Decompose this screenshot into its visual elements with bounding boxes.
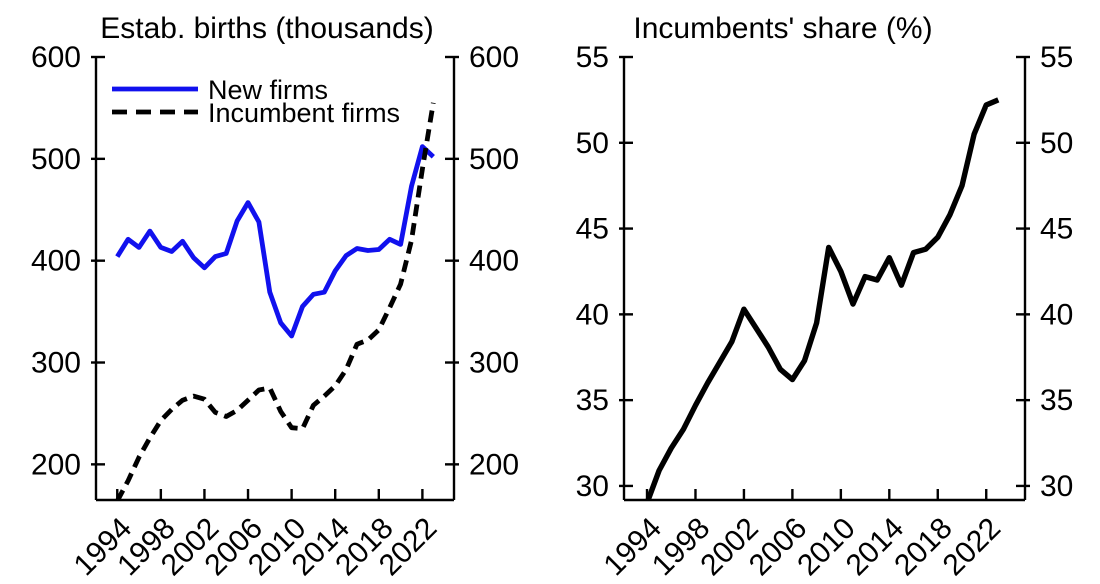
- series-line-new-firms: [115, 144, 435, 339]
- y-tick-label-right: 300: [469, 347, 519, 380]
- legend-label-incumbent-firms: Incumbent firms: [208, 98, 400, 128]
- chart-title: Estab. births (thousands): [100, 12, 434, 45]
- y-tick-label-left: 500: [31, 143, 81, 176]
- y-tick-label-left: 45: [576, 213, 609, 246]
- y-tick-label-right: 500: [469, 143, 519, 176]
- y-tick-label-left: 40: [576, 298, 609, 331]
- y-tick-label-right: 600: [469, 41, 519, 74]
- x-tick-label: 2022: [937, 512, 1008, 583]
- y-tick-label-left: 600: [31, 41, 81, 74]
- y-tick-label-left: 55: [576, 41, 609, 74]
- y-tick-label-right: 35: [1040, 384, 1073, 417]
- y-tick-label-left: 30: [576, 470, 609, 503]
- chart-estab-births: Estab. births (thousands) 200 200 300 300 40…: [31, 12, 519, 582]
- series-line-incumbents-share: [644, 97, 1000, 501]
- series-line-incumbent-firms: [115, 102, 436, 501]
- plot-lines: [644, 97, 1000, 501]
- legend-label-new-firms: New firms: [208, 75, 328, 105]
- chart-title: Incumbents' share (%): [633, 12, 932, 45]
- y-tick-label-right: 30: [1040, 470, 1073, 503]
- y-tick-label-right: 45: [1040, 213, 1073, 246]
- y-tick-label-right: 50: [1040, 127, 1073, 160]
- y-tick-label-left: 400: [31, 245, 81, 278]
- y-tick-label-left: 50: [576, 127, 609, 160]
- y-tick-label-right: 40: [1040, 298, 1073, 331]
- legend: New firms Incumbent firms: [112, 75, 400, 128]
- y-tick-label-right: 400: [469, 245, 519, 278]
- chart-incumbents-share: Incumbents' share (%) 30 30 35 35 40 40 45 45 50…: [576, 12, 1074, 582]
- y-tick-label-left: 35: [576, 384, 609, 417]
- y-tick-label-right: 200: [469, 448, 519, 481]
- y-tick-label-left: 300: [31, 347, 81, 380]
- y-tick-label-left: 200: [31, 448, 81, 481]
- plot-lines: [115, 102, 436, 501]
- y-tick-label-right: 55: [1040, 41, 1073, 74]
